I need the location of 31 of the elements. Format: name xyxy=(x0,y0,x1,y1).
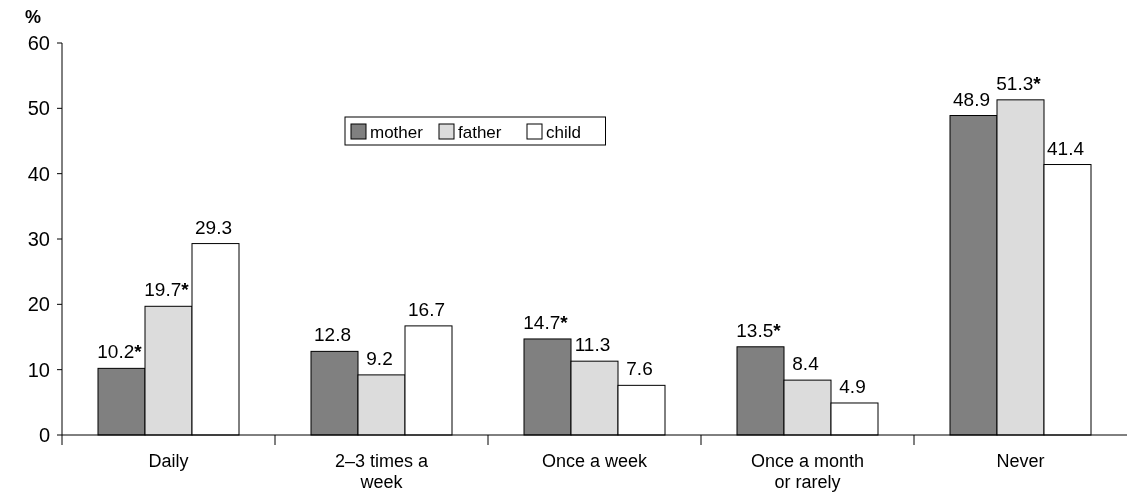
data-label: 9.2 xyxy=(366,347,393,369)
data-label: 14.7* xyxy=(523,311,569,333)
x-tick-label: 2–3 times a week xyxy=(334,451,430,492)
y-tick-label: 50 xyxy=(27,97,50,120)
data-label: 12.8 xyxy=(314,324,351,346)
y-tick-label: 10 xyxy=(27,358,50,381)
data-label: 8.4 xyxy=(792,353,820,375)
data-label: 10.2* xyxy=(97,341,143,363)
legend-label: child xyxy=(546,123,581,142)
data-label: 16.7 xyxy=(408,298,445,320)
y-tick-label: 0 xyxy=(38,424,50,446)
data-label: 13.5* xyxy=(736,319,782,341)
y-axis-title: % xyxy=(25,7,42,27)
y-tick-label: 40 xyxy=(27,162,50,185)
y-tick-label: 30 xyxy=(27,228,50,250)
x-tick-label: Daily xyxy=(148,451,189,471)
x-tick-label: Never xyxy=(996,451,1045,471)
data-label: 4.9 xyxy=(839,375,866,397)
legend-label: father xyxy=(458,123,502,142)
data-label: 19.7* xyxy=(144,279,190,301)
data-label: 41.4 xyxy=(1047,137,1085,159)
y-tick-label: 60 xyxy=(27,32,50,54)
x-tick-label: Once a month or rarely xyxy=(750,451,865,492)
data-label: 29.3 xyxy=(195,216,232,238)
data-label: 11.3 xyxy=(574,334,611,356)
data-label: 51.3* xyxy=(996,72,1042,94)
data-label: 48.9 xyxy=(953,88,990,110)
y-tick-label: 20 xyxy=(27,293,50,316)
x-tick-label: Once a week xyxy=(541,451,649,471)
data-label: 7.6 xyxy=(626,358,653,380)
legend-label: mother xyxy=(370,123,424,142)
